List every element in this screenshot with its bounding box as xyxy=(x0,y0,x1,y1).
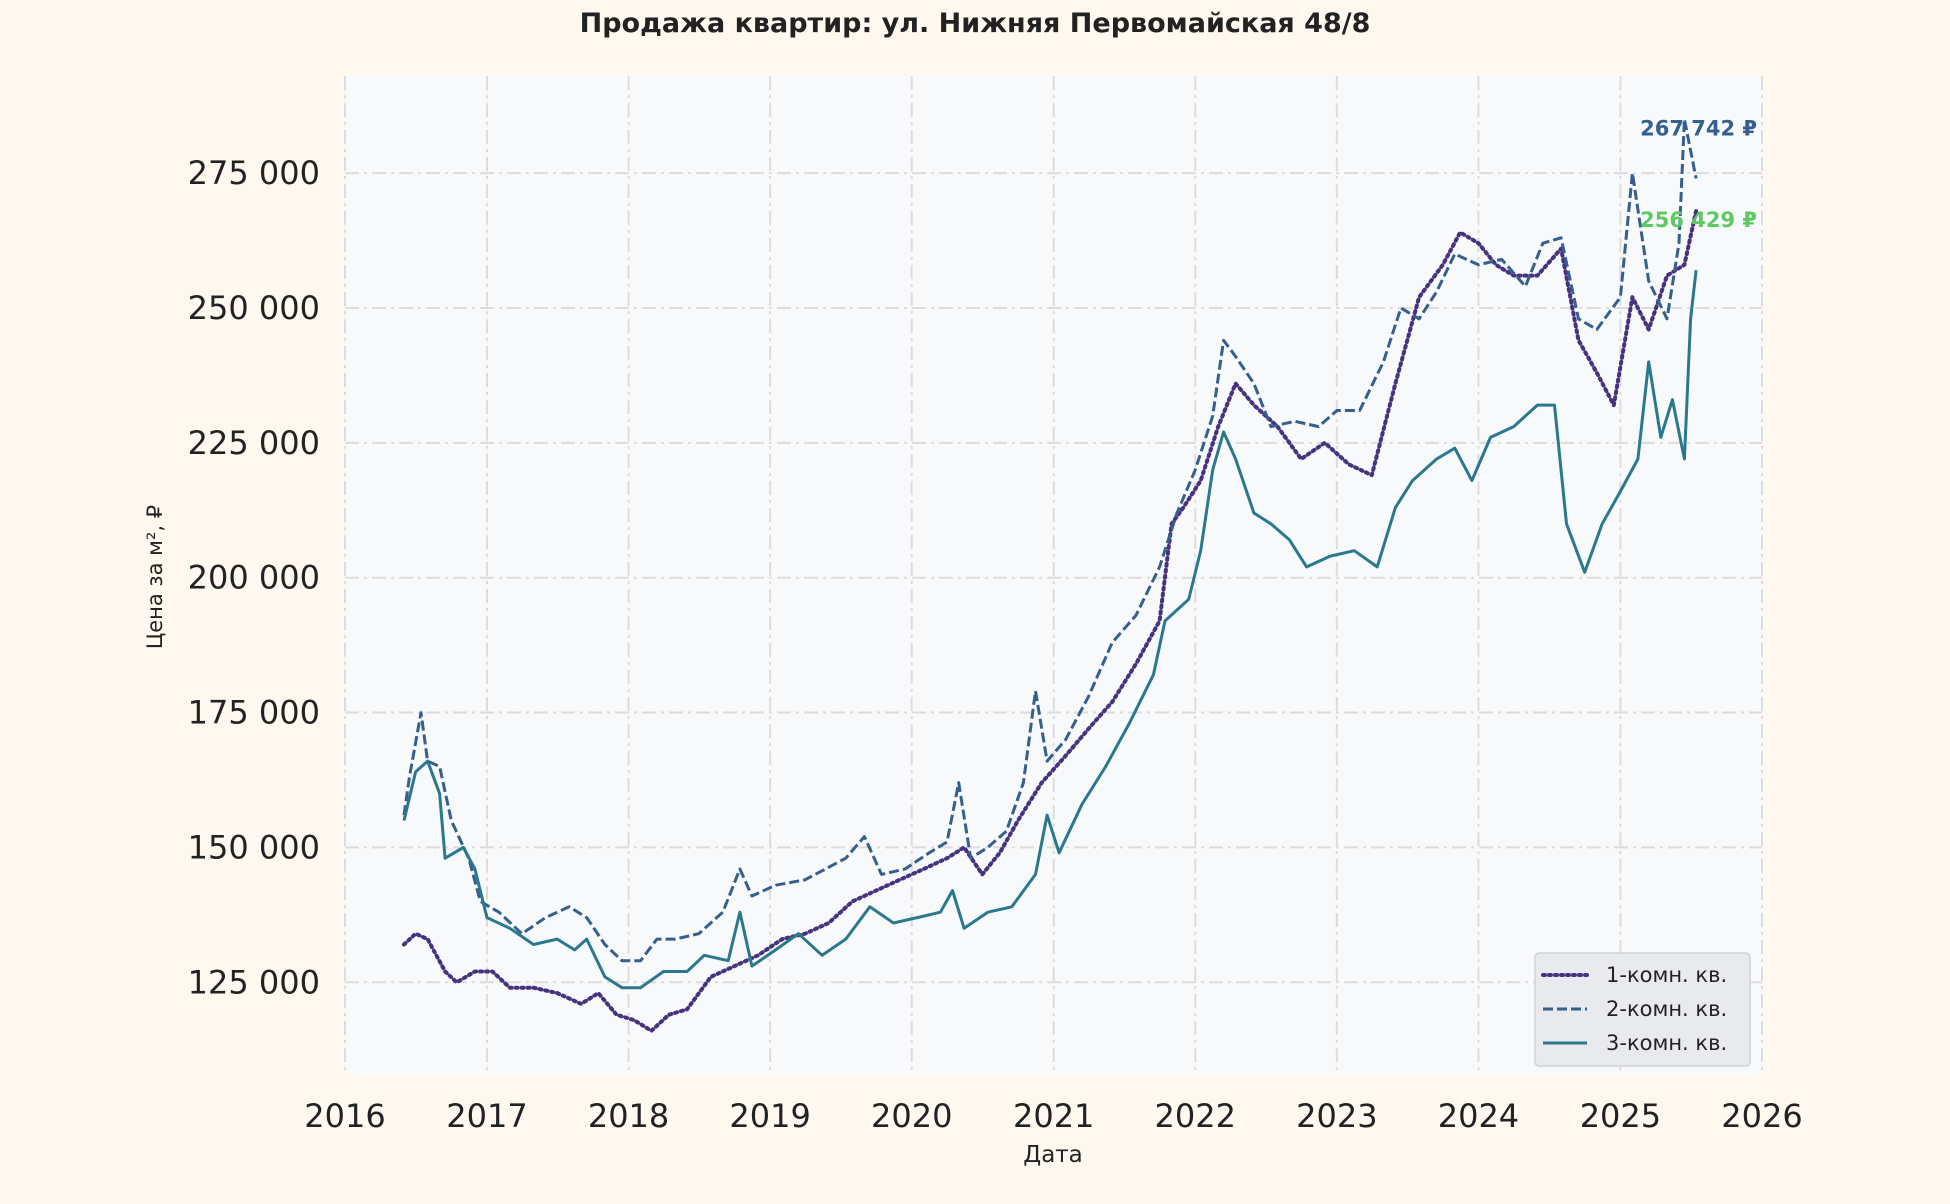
x-tick-label: 2022 xyxy=(1155,1097,1236,1135)
y-tick-label: 175 000 xyxy=(188,694,320,732)
x-tick-label: 2020 xyxy=(871,1097,952,1135)
legend-label: 1-комн. кв. xyxy=(1606,963,1727,987)
x-axis-label: Дата xyxy=(1023,1142,1083,1168)
series-end-label: 267 742 ₽ xyxy=(1640,116,1757,140)
y-tick-label: 225 000 xyxy=(188,424,320,462)
legend-label: 2-комн. кв. xyxy=(1606,997,1727,1021)
series-line-3 xyxy=(402,270,1698,990)
x-tick-label: 2026 xyxy=(1721,1097,1802,1135)
series-line-1 xyxy=(402,208,1699,1033)
y-tick-label: 250 000 xyxy=(188,289,320,327)
x-tick-label: 2019 xyxy=(729,1097,810,1135)
chart-title: Продажа квартир: ул. Нижняя Первомайская… xyxy=(580,8,1371,39)
x-tick-label: 2018 xyxy=(588,1097,669,1135)
legend: 1-комн. кв. 2-комн. кв. 3-комн. кв. xyxy=(1534,952,1751,1067)
y-axis-label: Цена за м², ₽ xyxy=(143,505,167,649)
y-tick-label: 275 000 xyxy=(188,154,320,192)
x-tick-label: 2024 xyxy=(1438,1097,1519,1135)
end-labels: 267 742 ₽ 256 429 ₽ xyxy=(1640,116,1757,232)
legend-box xyxy=(1534,952,1751,1067)
legend-label: 3-комн. кв. xyxy=(1606,1031,1727,1055)
tick-labels: 2016 2017 2018 2019 2020 2021 2022 2023 2024 2025… xyxy=(188,154,1803,1135)
y-tick-label: 125 000 xyxy=(188,963,320,1001)
series-end-label: 256 429 ₽ xyxy=(1640,208,1757,232)
x-tick-label: 2017 xyxy=(446,1097,527,1135)
x-tick-label: 2023 xyxy=(1296,1097,1377,1135)
y-tick-label: 150 000 xyxy=(188,828,320,866)
series-layer xyxy=(402,117,1699,1033)
x-tick-label: 2021 xyxy=(1013,1097,1094,1135)
y-tick-label: 200 000 xyxy=(188,559,320,597)
x-tick-label: 2016 xyxy=(304,1097,385,1135)
x-tick-label: 2025 xyxy=(1580,1097,1661,1135)
series-line-2 xyxy=(402,117,1698,963)
